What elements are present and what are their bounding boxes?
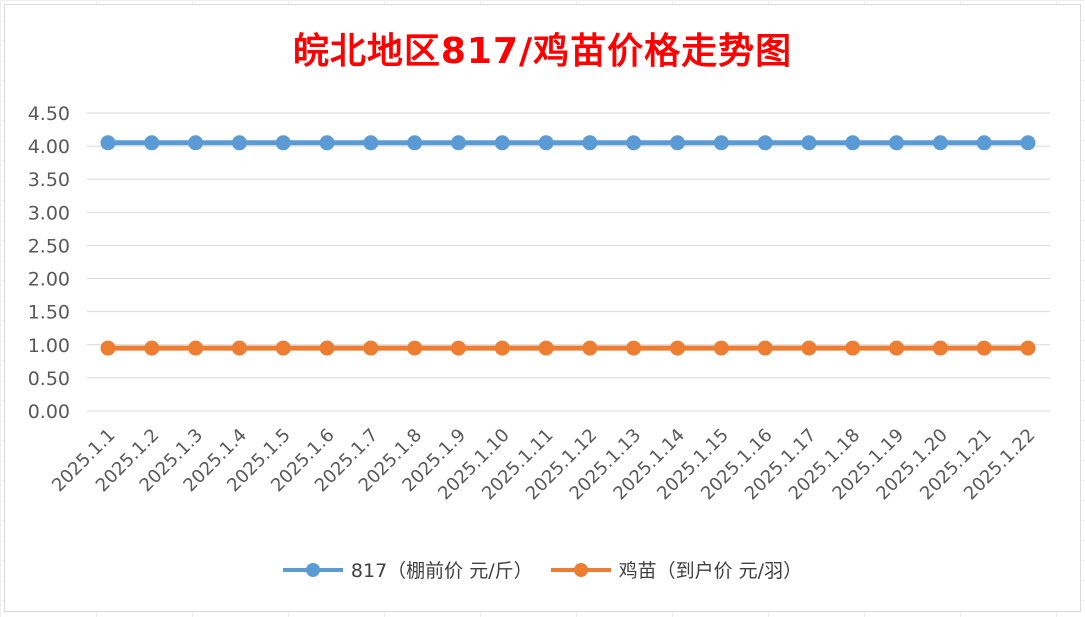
legend-item-chick: 鸡苗（到户价 元/羽） <box>550 556 803 583</box>
data-point <box>363 135 379 151</box>
chart-title: 皖北地区817/鸡苗价格走势图 <box>292 31 793 72</box>
gridlines <box>87 112 1050 412</box>
data-point <box>407 340 423 356</box>
data-point <box>319 135 335 151</box>
data-point <box>538 340 554 356</box>
y-axis-ticks: 0.00 0.50 1.00 1.50 2.00 2.50 3.00 3.50 4.00 4.50 <box>28 103 70 423</box>
chart-legend: 817（棚前价 元/斤） 鸡苗（到户价 元/羽） <box>0 556 1085 583</box>
data-point <box>275 135 291 151</box>
data-point <box>713 340 729 356</box>
data-point <box>889 135 905 151</box>
y-tick-label: 1.00 <box>28 335 70 357</box>
data-point <box>494 340 510 356</box>
legend-label-817: 817（棚前价 元/斤） <box>350 560 533 582</box>
data-point <box>100 340 116 356</box>
legend-swatch-chick <box>550 562 611 577</box>
y-tick-label: 3.00 <box>28 202 70 224</box>
y-tick-label: 4.50 <box>28 103 70 125</box>
data-point <box>976 135 992 151</box>
data-point <box>1020 340 1036 356</box>
series-lines <box>100 135 1036 356</box>
data-point <box>626 340 642 356</box>
data-point <box>188 135 204 151</box>
y-tick-label: 0.00 <box>28 401 70 423</box>
data-point <box>144 340 160 356</box>
data-point <box>845 135 861 151</box>
data-point <box>801 340 817 356</box>
data-point <box>450 135 466 151</box>
data-point <box>582 340 598 356</box>
data-point <box>188 340 204 356</box>
data-point <box>538 135 554 151</box>
data-point <box>1020 135 1036 151</box>
legend-label-chick: 鸡苗（到户价 元/羽） <box>618 560 803 582</box>
y-tick-label: 2.00 <box>28 269 70 291</box>
data-point <box>670 340 686 356</box>
y-tick-label: 3.50 <box>28 169 70 191</box>
legend-item-817: 817（棚前价 元/斤） <box>282 556 533 583</box>
y-tick-label: 4.00 <box>28 136 70 158</box>
data-point <box>889 340 905 356</box>
data-point <box>757 135 773 151</box>
y-tick-label: 2.50 <box>28 235 70 257</box>
data-point <box>626 135 642 151</box>
data-point <box>801 135 817 151</box>
data-point <box>932 340 948 356</box>
chart-area[interactable] <box>4 4 1081 612</box>
data-point <box>231 135 247 151</box>
data-point <box>231 340 247 356</box>
data-point <box>713 135 729 151</box>
data-point <box>100 135 116 151</box>
data-point <box>363 340 379 356</box>
data-point <box>582 135 598 151</box>
data-point <box>932 135 948 151</box>
data-point <box>670 135 686 151</box>
y-tick-label: 1.50 <box>28 302 70 324</box>
legend-swatch-817 <box>282 562 343 577</box>
data-point <box>757 340 773 356</box>
data-point <box>845 340 861 356</box>
data-point <box>976 340 992 356</box>
data-point <box>494 135 510 151</box>
data-point <box>319 340 335 356</box>
data-point <box>407 135 423 151</box>
y-tick-label: 0.50 <box>28 368 70 390</box>
x-axis-ticks: 2025.1.12025.1.22025.1.32025.1.42025.1.5… <box>48 425 1040 505</box>
data-point <box>275 340 291 356</box>
data-point <box>144 135 160 151</box>
data-point <box>450 340 466 356</box>
